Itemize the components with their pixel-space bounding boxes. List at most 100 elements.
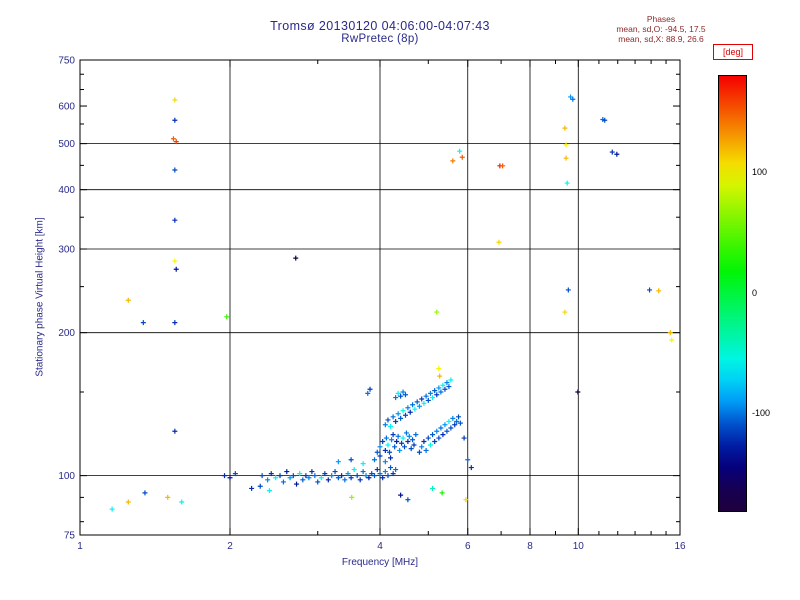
data-point — [437, 373, 443, 379]
data-point — [222, 473, 228, 479]
data-point — [265, 477, 271, 483]
data-point — [325, 477, 331, 483]
data-point — [382, 469, 388, 475]
data-point — [434, 392, 440, 398]
data-point — [140, 320, 146, 326]
data-point — [459, 154, 465, 160]
data-point — [432, 439, 438, 445]
data-point — [372, 457, 378, 463]
data-point — [421, 439, 427, 445]
data-point — [656, 288, 662, 294]
data-point — [173, 139, 179, 145]
data-point — [300, 477, 306, 483]
data-point — [342, 477, 348, 483]
data-point — [421, 400, 427, 406]
data-point — [463, 497, 469, 503]
data-point — [408, 446, 414, 452]
data-point — [306, 475, 312, 481]
data-point — [170, 136, 176, 142]
data-point — [406, 433, 412, 439]
data-point — [172, 97, 178, 103]
x-tick-label: 8 — [527, 541, 533, 552]
data-point — [403, 430, 409, 436]
data-point — [360, 469, 366, 475]
data-point — [609, 149, 615, 155]
data-point — [315, 479, 321, 485]
data-point — [382, 447, 388, 453]
data-point — [564, 180, 570, 186]
plot-title: Tromsø 20130120 04:06:00-04:07:43 — [270, 19, 490, 33]
data-point — [393, 395, 399, 401]
data-point — [393, 467, 399, 473]
x-tick-label: 2 — [227, 541, 233, 552]
plot-subtitle: RwPretec (8p) — [341, 33, 419, 45]
data-point — [430, 432, 436, 438]
x-tick-label: 16 — [674, 541, 686, 552]
data-point — [142, 490, 148, 496]
data-point — [232, 471, 238, 477]
data-point — [332, 469, 338, 475]
data-point — [390, 414, 396, 420]
x-tick-label: 1 — [77, 541, 83, 552]
data-point — [318, 475, 324, 481]
data-point — [382, 422, 388, 428]
data-point — [461, 435, 467, 441]
data-point — [392, 444, 398, 450]
data-point — [414, 399, 420, 405]
data-point — [419, 444, 425, 450]
y-tick-label: 750 — [58, 56, 75, 67]
colorbar-tick-label: -100 — [752, 408, 771, 419]
y-tick-label: 400 — [58, 185, 75, 196]
data-point — [395, 433, 401, 439]
data-point — [395, 411, 401, 417]
data-point — [297, 471, 303, 477]
data-point — [419, 396, 425, 402]
data-point — [249, 485, 255, 491]
data-point — [402, 412, 408, 418]
data-point — [385, 417, 391, 423]
data-point — [227, 475, 233, 481]
data-point — [399, 440, 405, 446]
data-point — [172, 428, 178, 434]
data-point — [412, 406, 418, 412]
colorbar — [718, 75, 747, 512]
data-point — [335, 475, 341, 481]
data-point — [411, 442, 417, 448]
data-point — [430, 485, 436, 491]
data-point — [290, 473, 296, 479]
data-point — [425, 397, 431, 403]
data-point — [468, 465, 474, 471]
data-point — [448, 377, 454, 383]
data-point — [434, 428, 440, 434]
y-tick-label: 75 — [64, 531, 76, 542]
data-point — [284, 469, 290, 475]
data-point — [179, 499, 185, 505]
data-point — [457, 420, 463, 426]
colorbar-deg-label: [deg] — [713, 44, 753, 60]
data-point — [457, 148, 463, 154]
data-point — [303, 473, 309, 479]
data-point — [647, 287, 653, 293]
data-point — [416, 449, 422, 455]
data-point — [410, 402, 416, 408]
data-point — [397, 447, 403, 453]
data-point — [224, 314, 230, 320]
data-point — [257, 483, 263, 489]
data-point — [400, 435, 406, 441]
data-point — [374, 449, 380, 455]
data-point — [377, 453, 383, 459]
data-point — [165, 494, 171, 500]
data-point — [380, 475, 386, 481]
y-tick-label: 200 — [58, 328, 75, 339]
data-point — [351, 467, 357, 473]
data-point — [500, 163, 506, 169]
data-point — [335, 459, 341, 465]
data-point — [372, 473, 378, 479]
data-point — [405, 439, 411, 445]
data-point — [405, 497, 411, 503]
data-point — [109, 506, 115, 512]
data-point — [388, 465, 394, 471]
data-point — [565, 287, 571, 293]
data-point — [444, 428, 450, 434]
